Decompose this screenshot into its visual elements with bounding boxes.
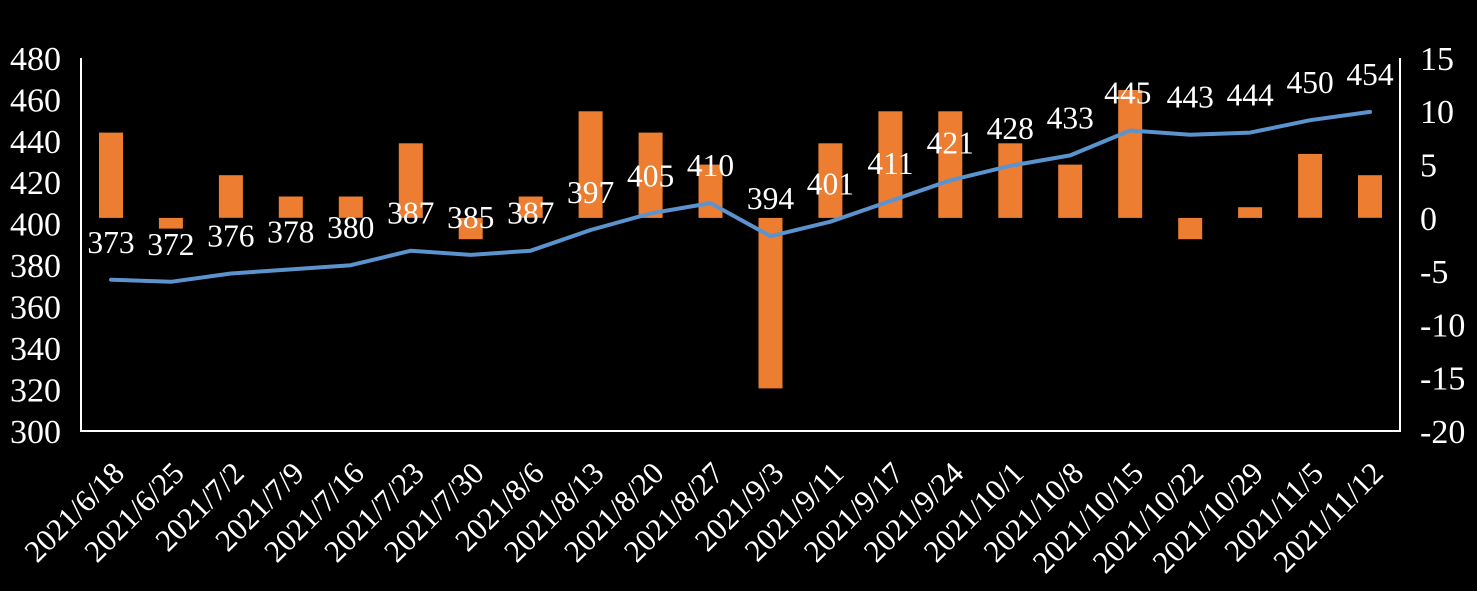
svg-text:372: 372 <box>147 227 194 262</box>
svg-text:397: 397 <box>567 175 614 210</box>
svg-text:360: 360 <box>10 290 61 327</box>
svg-text:387: 387 <box>507 196 554 231</box>
svg-text:5: 5 <box>1420 148 1437 185</box>
svg-text:410: 410 <box>687 148 734 183</box>
svg-text:-20: -20 <box>1420 414 1465 451</box>
svg-text:-15: -15 <box>1420 361 1465 398</box>
svg-text:394: 394 <box>747 181 795 216</box>
svg-text:380: 380 <box>327 210 374 245</box>
svg-text:300: 300 <box>10 414 61 451</box>
svg-text:428: 428 <box>987 111 1034 146</box>
svg-text:405: 405 <box>627 158 674 193</box>
svg-text:15: 15 <box>1420 41 1454 78</box>
svg-text:-5: -5 <box>1420 254 1448 291</box>
svg-text:380: 380 <box>10 248 61 285</box>
svg-text:450: 450 <box>1286 65 1333 100</box>
svg-text:443: 443 <box>1167 80 1214 115</box>
svg-text:421: 421 <box>927 125 974 160</box>
svg-text:460: 460 <box>10 82 61 119</box>
svg-text:376: 376 <box>207 219 254 254</box>
svg-text:445: 445 <box>1104 76 1151 111</box>
svg-text:401: 401 <box>807 167 854 202</box>
svg-text:440: 440 <box>10 124 61 161</box>
svg-text:320: 320 <box>10 373 61 410</box>
svg-text:400: 400 <box>10 207 61 244</box>
svg-text:385: 385 <box>447 200 494 235</box>
svg-text:387: 387 <box>387 196 434 231</box>
svg-text:433: 433 <box>1047 100 1094 135</box>
svg-text:378: 378 <box>267 214 314 249</box>
svg-text:411: 411 <box>867 146 913 181</box>
svg-text:420: 420 <box>10 165 61 202</box>
svg-text:10: 10 <box>1420 94 1454 131</box>
svg-text:373: 373 <box>87 225 134 260</box>
svg-text:480: 480 <box>10 41 61 78</box>
svg-text:454: 454 <box>1346 57 1394 92</box>
svg-text:444: 444 <box>1226 78 1274 113</box>
svg-text:-10: -10 <box>1420 307 1465 344</box>
svg-text:0: 0 <box>1420 201 1437 238</box>
svg-text:340: 340 <box>10 331 61 368</box>
